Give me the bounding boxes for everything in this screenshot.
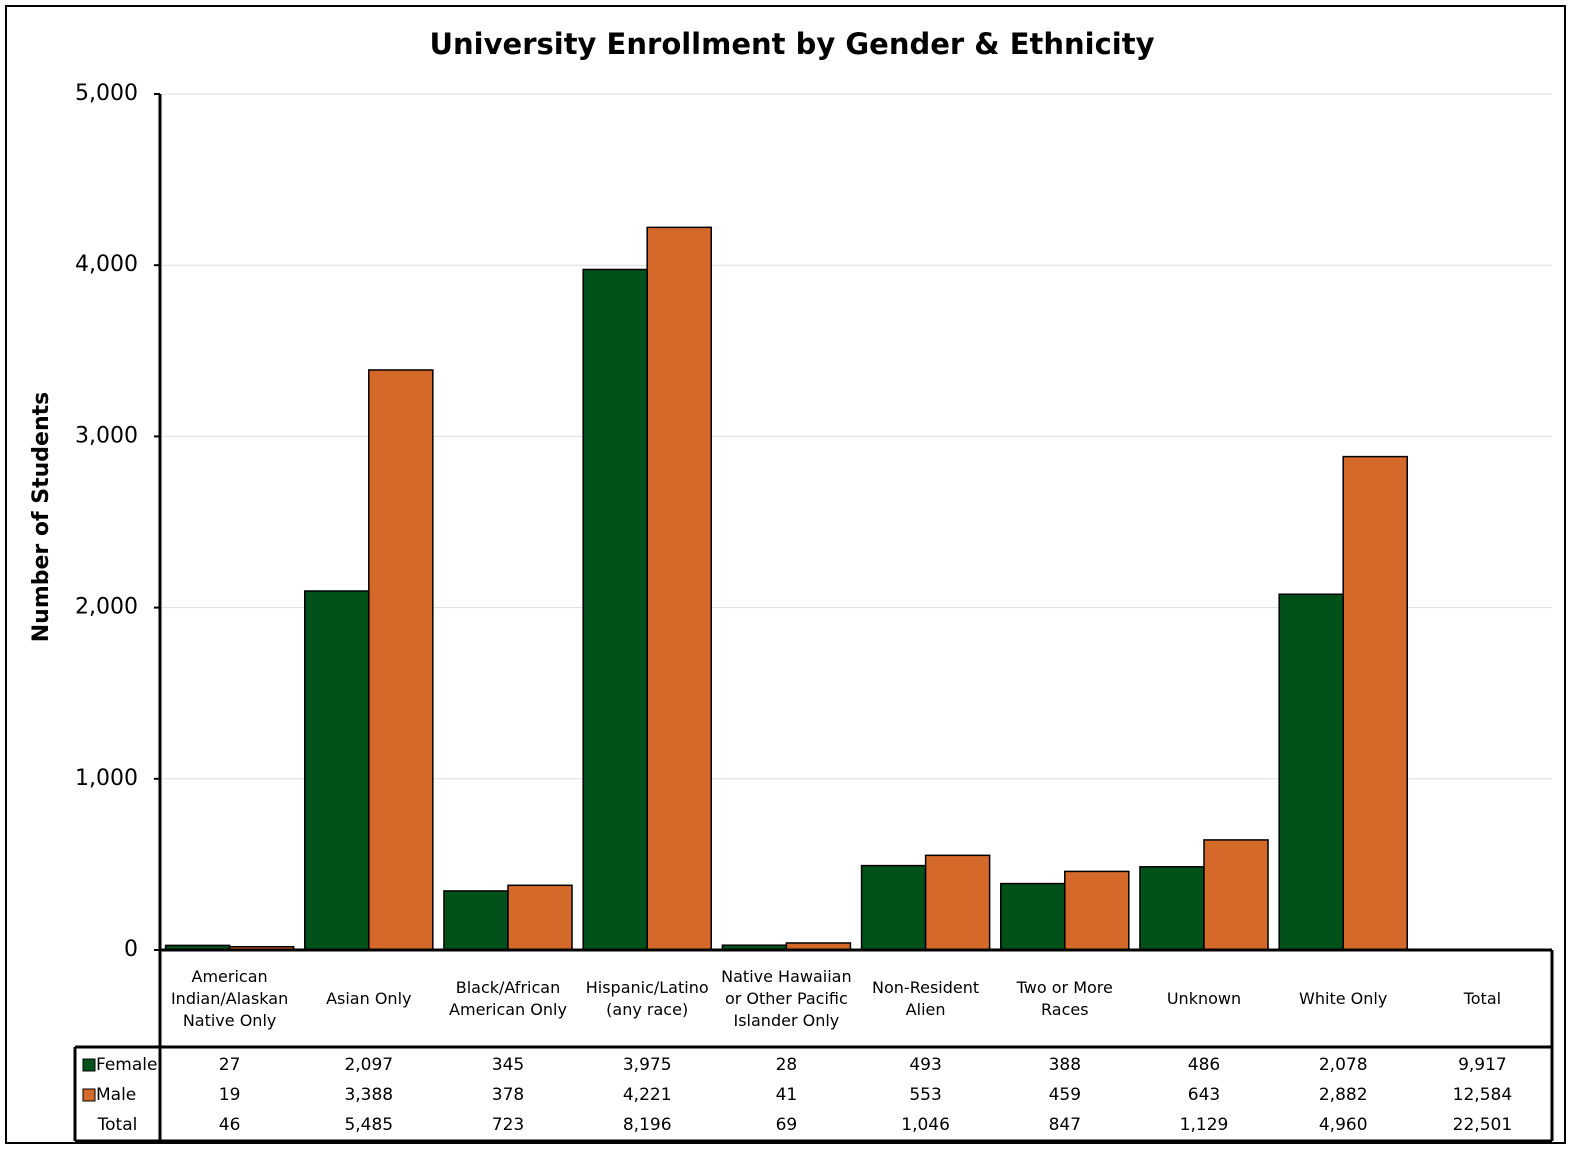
table-cell: 378 [492,1085,524,1105]
x-tick-label: Asian Only [326,988,412,1008]
table-cell: 388 [1049,1055,1081,1075]
x-tick-label: Two or More Races [1016,977,1113,1019]
y-tick-label: 3,000 [75,423,138,448]
bar [924,854,991,951]
bar [1000,882,1066,951]
table-cell: 1,129 [1180,1115,1229,1135]
table-cell: 643 [1188,1085,1220,1105]
table-cell: 2,097 [344,1055,393,1075]
table-cell: 3,975 [623,1055,672,1075]
bar [368,369,434,951]
table-cell: 723 [492,1115,524,1135]
table-cell: 4,221 [623,1085,672,1105]
bar [646,226,712,951]
bar [304,590,370,951]
y-axis-label: Number of Students [29,392,54,643]
y-tick-label: 0 [124,937,138,962]
table-cell: 486 [1188,1055,1220,1075]
bar [1342,455,1408,951]
table-cell: 3,388 [344,1085,393,1105]
legend-swatch [82,1058,96,1072]
table-cell: 22,501 [1453,1115,1512,1135]
y-tick-label: 2,000 [75,595,138,620]
table-cell: 2,078 [1319,1055,1368,1075]
table-cell: 9,917 [1458,1055,1507,1075]
bar [1278,593,1344,951]
chart-border [5,5,1566,1144]
y-tick-label: 4,000 [75,252,138,277]
y-tick-label: 1,000 [75,766,138,791]
table-cell: 459 [1049,1085,1081,1105]
legend-swatch [82,1088,96,1102]
bar [582,268,648,951]
bar [1203,839,1269,951]
table-cell: 493 [909,1055,941,1075]
x-tick-label: Native Hawaiian or Other Pacific Islande… [721,966,852,1030]
x-tick-label: Total [1463,988,1502,1008]
table-cell: 41 [776,1085,798,1105]
table-cell: 345 [492,1055,524,1075]
bar [860,864,927,951]
x-tick-label: Hispanic/Latino (any race) [585,977,709,1019]
table-cell: 2,882 [1319,1085,1368,1105]
x-tick-label: Non-Resident Alien [872,977,980,1019]
legend-label: Male [96,1085,136,1105]
legend-label: Female [96,1055,157,1075]
table-cell: 4,960 [1319,1115,1368,1135]
table-cell: 8,196 [623,1115,672,1135]
table-cell: 69 [776,1115,798,1135]
table-cell: 27 [219,1055,241,1075]
table-cell: 5,485 [344,1115,393,1135]
x-tick-label: American Indian/Alaskan Native Only [170,966,289,1030]
row-label: Total [97,1115,138,1135]
x-tick-label: Unknown [1166,988,1242,1008]
x-tick-label: White Only [1299,988,1388,1008]
chart-title: University Enrollment by Gender & Ethnic… [429,27,1154,61]
x-tick-label: Black/African American Only [449,977,567,1019]
table-cell: 553 [909,1085,941,1105]
bar [507,884,573,951]
table-cell: 12,584 [1453,1085,1512,1105]
y-tick-label: 5,000 [75,81,138,106]
table-cell: 19 [219,1085,241,1105]
table-cell: 1,046 [901,1115,950,1135]
table-cell: 847 [1049,1115,1081,1135]
bar [1139,866,1205,951]
table-cell: 28 [776,1055,798,1075]
bar [1064,870,1130,951]
bar [443,890,509,951]
table-cell: 46 [219,1115,241,1135]
